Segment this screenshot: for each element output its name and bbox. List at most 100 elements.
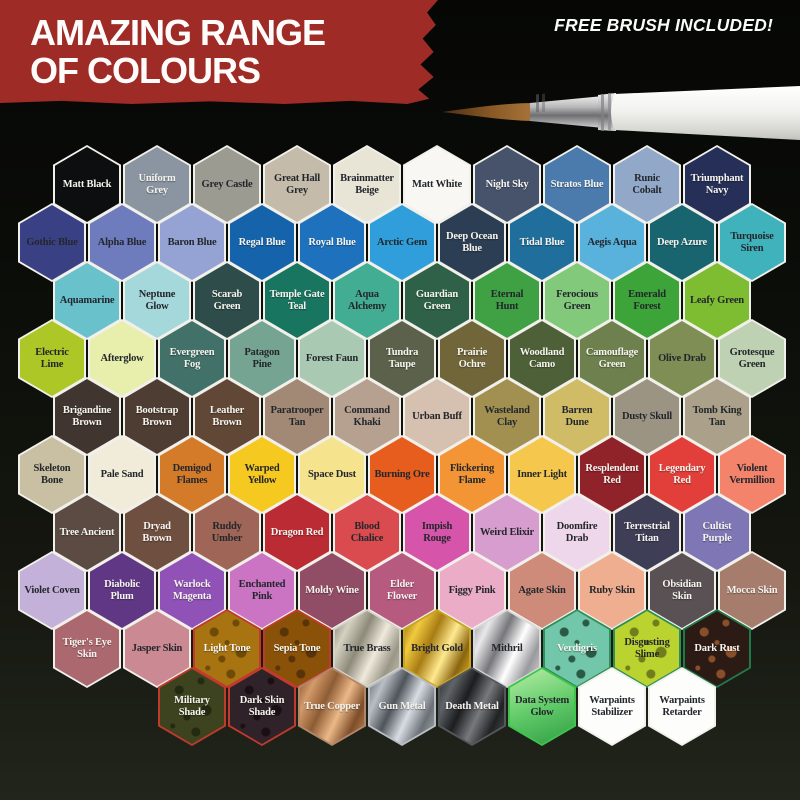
hex-swatch-fill: Data System Glow xyxy=(510,669,574,744)
hex-swatch-fill: Ferocious Green xyxy=(545,263,609,338)
hex-swatch-fill: Disgusting Slime xyxy=(615,611,679,686)
hex-swatch-label: Data System Glow xyxy=(514,694,570,718)
hex-swatch: Warpaints Stabilizer xyxy=(578,667,646,746)
hex-swatch-label: Matt White xyxy=(411,178,462,190)
free-brush-badge: FREE BRUSH INCLUDED! xyxy=(554,15,773,35)
hex-swatch-label: Matt Black xyxy=(62,178,112,190)
hex-swatch: Dark Skin Shade xyxy=(228,667,296,746)
hex-swatch: Gothic Blue xyxy=(18,203,86,282)
hex-swatch-label: Diabolic Plum xyxy=(104,578,140,602)
hex-swatch-fill: Barren Dune xyxy=(545,379,609,454)
hex-swatch-label: Bright Gold xyxy=(411,642,463,654)
hex-swatch-label: Arctic Gem xyxy=(377,236,427,248)
hex-swatch: Dryad Brown xyxy=(123,493,191,572)
hex-swatch-label: Dryad Brown xyxy=(142,520,172,544)
hex-swatch: Violet Coven xyxy=(18,551,86,630)
hex-swatch-label: Weird Elixir xyxy=(480,526,534,538)
hex-swatch-label: Terrestrial Titan xyxy=(624,520,670,544)
hex-swatch-label: Wasteland Clay xyxy=(484,404,530,428)
hex-swatch: Jasper Skin xyxy=(123,609,191,688)
hex-swatch: Diabolic Plum xyxy=(88,551,156,630)
hex-swatch-fill: Evergreen Fog xyxy=(160,321,224,396)
hex-swatch-label: Mocca Skin xyxy=(726,584,778,596)
hex-swatch-label: Ferocious Green xyxy=(556,288,598,312)
hex-swatch-label: Warlock Magenta xyxy=(172,578,212,602)
hex-swatch-label: Dark Rust xyxy=(694,642,740,654)
hex-swatch-label: Temple Gate Teal xyxy=(269,288,325,312)
hex-swatch: Doomfire Drab xyxy=(543,493,611,572)
hex-swatch-label: Guardian Green xyxy=(415,288,459,312)
hex-swatch-label: Brainmatter Beige xyxy=(340,172,394,196)
brush-bristles xyxy=(442,103,534,121)
hex-swatch-fill: Triumphant Navy xyxy=(685,147,749,222)
hex-swatch-label: Aegis Aqua xyxy=(587,236,637,248)
hex-swatch: Cultist Purple xyxy=(683,493,751,572)
hex-swatch-label: Night Sky xyxy=(485,178,529,190)
hex-swatch-label: Regal Blue xyxy=(238,236,286,248)
brush-handle xyxy=(611,86,800,140)
hex-swatch-label: Stratos Blue xyxy=(550,178,604,190)
hex-swatch-label: Aquamarine xyxy=(59,294,115,306)
hex-swatch-fill: Woodland Camo xyxy=(510,321,574,396)
hex-swatch-label: Tiger's Eye Skin xyxy=(62,636,112,660)
hex-swatch-label: Alpha Blue xyxy=(97,236,147,248)
hex-swatch-fill: Turquoise Siren xyxy=(720,205,784,280)
hex-swatch-fill: Leafy Green xyxy=(685,263,749,338)
hex-swatch-label: Obsidian Skin xyxy=(662,578,702,602)
paintbrush-image xyxy=(442,86,800,140)
hex-swatch-fill: True Copper xyxy=(300,669,364,744)
hex-swatch-label: Violet Coven xyxy=(24,584,80,596)
hex-swatch: Deep Ocean Blue xyxy=(438,203,506,282)
hex-swatch-fill: Emerald Forest xyxy=(615,263,679,338)
hex-swatch-fill: Light Tone xyxy=(195,611,259,686)
hex-swatch-fill: Obsidian Skin xyxy=(650,553,714,628)
hex-swatch-label: Warped Yellow xyxy=(244,462,280,486)
hex-swatch-fill: Grotesque Green xyxy=(720,321,784,396)
hex-swatch: Royal Blue xyxy=(298,203,366,282)
hex-swatch-label: Disgusting Slime xyxy=(624,636,670,660)
hex-swatch-label: Blood Chalice xyxy=(350,520,384,544)
hex-swatch: True Copper xyxy=(298,667,366,746)
hex-swatch-label: Baron Blue xyxy=(167,236,217,248)
hex-swatch: Verdigris xyxy=(543,609,611,688)
hex-swatch-label: Deep Azure xyxy=(656,236,707,248)
hex-swatch-label: Runic Cobalt xyxy=(632,172,662,196)
hex-swatch-label: Uniform Grey xyxy=(138,172,176,196)
hex-swatch-fill: Doomfire Drab xyxy=(545,495,609,570)
hex-swatch-label: Ruddy Umber xyxy=(211,520,243,544)
hex-swatch-label: Brigandine Brown xyxy=(62,404,112,428)
hex-swatch-label: Forest Faun xyxy=(305,352,359,364)
hex-swatch-fill: Mocca Skin xyxy=(720,553,784,628)
hex-swatch-label: Resplendent Red xyxy=(585,462,639,486)
hex-swatch-label: Warpaints Retarder xyxy=(659,694,705,718)
hex-swatch-label: Agate Skin xyxy=(518,584,566,596)
hex-swatch-label: Barren Dune xyxy=(561,404,593,428)
title-line-1: AMAZING RANGE xyxy=(30,12,326,53)
hex-swatch-fill: Aegis Aqua xyxy=(580,205,644,280)
hex-swatch-fill: Camouflage Green xyxy=(580,321,644,396)
brush-ferrule xyxy=(530,95,614,129)
hex-swatch-label: Leather Brown xyxy=(209,404,245,428)
hex-swatch-label: Jasper Skin xyxy=(131,642,183,654)
hex-swatch-label: Demigod Flames xyxy=(172,462,212,486)
hex-swatch-label: Warpaints Stabilizer xyxy=(589,694,635,718)
hex-swatch-fill: Resplendent Red xyxy=(580,437,644,512)
hex-swatch-fill: Grey Castle xyxy=(195,147,259,222)
hex-swatch-label: Flickering Flame xyxy=(449,462,495,486)
hex-swatch-label: Inner Light xyxy=(517,468,567,480)
hex-swatch-fill: Military Shade xyxy=(160,669,224,744)
hex-swatch-fill: Tidal Blue xyxy=(510,205,574,280)
hex-swatch-label: Dragon Red xyxy=(270,526,324,538)
hex-swatch-fill: Scarab Green xyxy=(195,263,259,338)
hex-swatch-fill: Deep Azure xyxy=(650,205,714,280)
hex-swatch: Death Metal xyxy=(438,667,506,746)
hex-swatch-label: Burning Ore xyxy=(374,468,430,480)
hex-swatch-label: Verdigris xyxy=(557,642,597,654)
hex-swatch: Woodland Camo xyxy=(508,319,576,398)
hex-swatch-label: Violent Vermillion xyxy=(729,462,775,486)
hex-swatch-label: Olive Drab xyxy=(658,352,706,364)
hex-swatch-fill: Runic Cobalt xyxy=(615,147,679,222)
hex-swatch-label: Leafy Green xyxy=(690,294,744,306)
hex-swatch-label: Pale Sand xyxy=(100,468,144,480)
